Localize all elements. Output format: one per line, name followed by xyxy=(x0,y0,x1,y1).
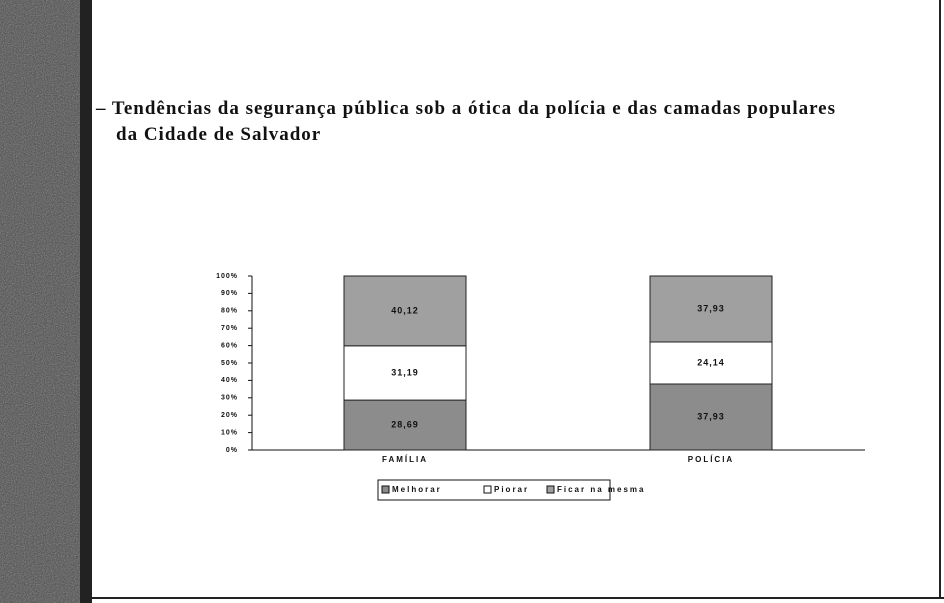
y-tick-label: 50% xyxy=(221,360,238,367)
side-edge xyxy=(80,0,92,603)
y-tick-label: 100% xyxy=(216,273,238,280)
legend-label: Melhorar xyxy=(392,485,442,494)
legend-swatch xyxy=(483,485,492,494)
bar-segment xyxy=(649,341,773,385)
value-label: 31,19 xyxy=(391,367,419,377)
bar-segment xyxy=(343,275,467,347)
x-tick-label: FAMÍLIA xyxy=(382,455,428,464)
value-label: 37,93 xyxy=(697,411,725,421)
y-tick-label: 10% xyxy=(221,429,238,436)
y-tick-label: 70% xyxy=(221,325,238,332)
value-label: 40,12 xyxy=(391,305,419,315)
legend-swatch xyxy=(546,485,555,494)
bar-segment xyxy=(649,275,773,343)
legend-box xyxy=(377,479,611,501)
value-label: 28,69 xyxy=(391,419,419,429)
y-tick-label: 20% xyxy=(221,412,238,419)
legend-swatch xyxy=(381,485,390,494)
side-texture xyxy=(0,0,80,603)
bar-segment xyxy=(649,383,773,451)
value-label: 24,14 xyxy=(697,357,725,367)
legend-label: Ficar na mesma xyxy=(557,485,645,494)
x-tick-label: POLÍCIA xyxy=(688,455,734,464)
value-label: 37,93 xyxy=(697,303,725,313)
y-tick-label: 0% xyxy=(226,447,238,454)
y-tick-label: 30% xyxy=(221,395,238,402)
chart-title: – Tendências da segurança pública sob a … xyxy=(96,98,837,145)
y-tick-label: 80% xyxy=(221,308,238,315)
y-tick-label: 40% xyxy=(221,377,238,384)
legend-label: Piorar xyxy=(494,485,529,494)
y-tick-label: 90% xyxy=(221,290,238,297)
y-tick-label: 60% xyxy=(221,342,238,349)
